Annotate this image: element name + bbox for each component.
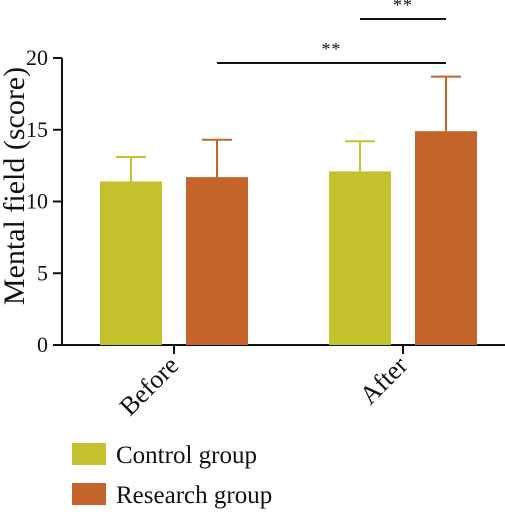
bar — [186, 177, 248, 345]
bar — [415, 131, 477, 345]
y-tick-label: 15 — [26, 117, 48, 142]
x-tick-label: After — [354, 350, 414, 410]
y-ticks: 0 5 10 15 20 — [26, 45, 62, 357]
error-bars — [116, 75, 461, 182]
legend-label: Research group — [116, 482, 272, 509]
y-tick-label: 10 — [26, 189, 48, 214]
y-axis-title: Mental field (score) — [0, 67, 31, 305]
y-tick-label: 5 — [37, 260, 48, 285]
bars — [100, 131, 477, 345]
significance-label: ** — [322, 39, 342, 59]
legend: Control group Research group — [72, 442, 272, 509]
legend-swatch — [72, 443, 106, 465]
bar — [100, 181, 162, 345]
significance-label: ** — [393, 0, 413, 15]
bar — [329, 171, 391, 345]
legend-swatch — [72, 483, 106, 505]
significance-markers: ** ** — [217, 0, 446, 64]
x-tick-label: Before — [114, 351, 185, 422]
y-tick-label: 20 — [26, 45, 48, 70]
x-ticks: Before After — [114, 345, 414, 422]
y-tick-label: 0 — [37, 332, 48, 357]
legend-label: Control group — [116, 442, 257, 469]
